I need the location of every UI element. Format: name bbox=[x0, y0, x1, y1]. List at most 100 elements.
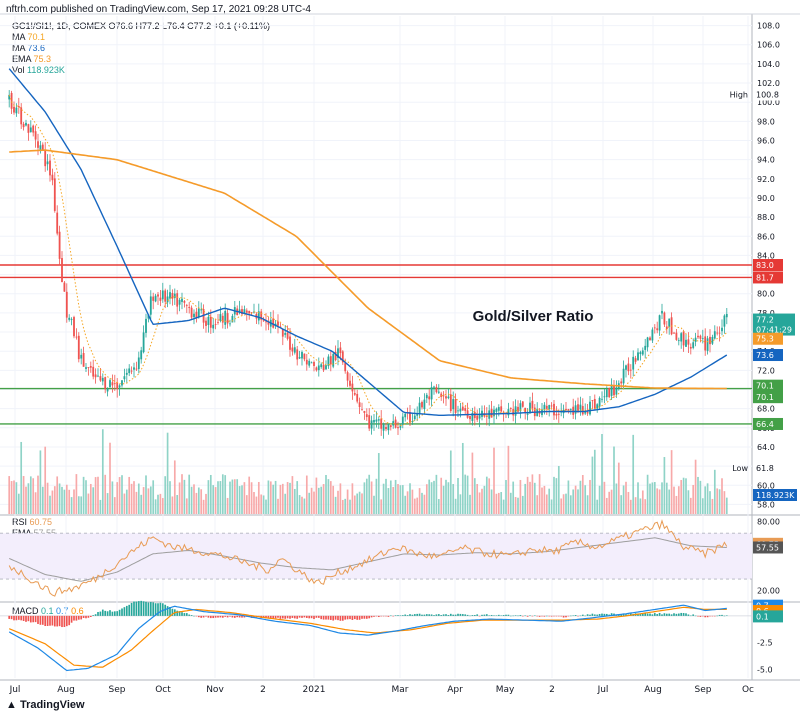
candle-body bbox=[286, 332, 289, 339]
macd-hist-bar bbox=[562, 615, 565, 618]
macd-hist-bar bbox=[653, 613, 656, 616]
candle-body bbox=[212, 324, 215, 329]
macd-hist-bar bbox=[665, 613, 668, 616]
volume-bar bbox=[173, 460, 176, 514]
macd-hist-bar bbox=[413, 614, 416, 616]
macd-hist-bar bbox=[709, 615, 711, 617]
volume-bar bbox=[363, 482, 366, 514]
macd-hist-bar bbox=[171, 608, 174, 616]
candle-body bbox=[557, 413, 560, 415]
macd-hist-bar bbox=[509, 615, 512, 617]
volume-bar bbox=[279, 484, 282, 514]
volume-bar bbox=[502, 499, 505, 514]
macd-hist-bar bbox=[32, 615, 35, 623]
macd-hist-bar bbox=[99, 611, 102, 616]
candle-body bbox=[641, 350, 644, 355]
candle-body bbox=[152, 296, 155, 301]
volume-bar bbox=[116, 482, 119, 514]
volume-bar bbox=[185, 498, 188, 514]
macd-tick-label: -5.0 bbox=[757, 665, 773, 674]
volume-bar bbox=[440, 477, 443, 514]
macd-hist-bar bbox=[334, 615, 337, 620]
macd-hist-bar bbox=[409, 614, 411, 616]
macd-hist-bar bbox=[713, 615, 716, 617]
candle-body bbox=[685, 339, 687, 347]
volume-bar bbox=[435, 474, 438, 514]
macd-hist-bar bbox=[394, 615, 397, 616]
candle-body bbox=[94, 374, 97, 378]
macd-hist-bar bbox=[341, 615, 344, 621]
candle-body bbox=[75, 336, 78, 338]
volume-bar bbox=[142, 487, 145, 514]
tag-support-1-bg bbox=[753, 379, 783, 392]
candle-body bbox=[586, 411, 589, 414]
volume-bar bbox=[171, 496, 174, 514]
volume-bar bbox=[351, 483, 354, 514]
macd-hist-bar bbox=[113, 611, 116, 616]
macd-hist-bar bbox=[85, 615, 87, 619]
volume-bar bbox=[217, 481, 219, 514]
candle-body bbox=[344, 363, 347, 372]
macd-hist-bar bbox=[687, 614, 690, 616]
macd-hist-bar bbox=[692, 614, 695, 616]
macd-hist-bar bbox=[164, 604, 167, 616]
candle-body bbox=[449, 394, 452, 411]
candle-body bbox=[53, 178, 56, 211]
candle-body bbox=[65, 291, 68, 318]
macd-hist-bar bbox=[663, 613, 666, 616]
candle-body bbox=[157, 294, 159, 297]
volume-bar bbox=[423, 494, 426, 514]
volume-bar bbox=[613, 446, 615, 514]
candle-body bbox=[567, 409, 570, 411]
volume-bar bbox=[106, 493, 109, 514]
macd-hist-bar bbox=[646, 613, 649, 616]
candle-body bbox=[41, 144, 44, 150]
macd-hist-bar bbox=[13, 615, 15, 621]
macd-hist-bar bbox=[368, 615, 371, 619]
y-tick-label: 72.0 bbox=[757, 366, 775, 375]
macd-hist-bar bbox=[548, 615, 551, 617]
candle-body bbox=[197, 308, 200, 318]
macd-hist-bar bbox=[577, 615, 579, 617]
legend-ma-fast-value: 70.1 bbox=[27, 32, 46, 42]
candle-body bbox=[85, 367, 87, 369]
candle-body bbox=[380, 418, 383, 429]
macd-hist-bar bbox=[61, 615, 63, 628]
macd-hist-bar bbox=[253, 615, 255, 618]
legend-ema-value: 75.3 bbox=[33, 54, 52, 64]
macd-tick-label: -2.5 bbox=[757, 639, 773, 648]
legend-rsi-ema-label: EMA bbox=[12, 528, 32, 538]
candle-body bbox=[507, 409, 510, 416]
candle-body bbox=[531, 400, 534, 409]
macd-hist-bar bbox=[718, 614, 721, 616]
volume-bar bbox=[680, 479, 683, 514]
macd-hist-bar bbox=[22, 615, 25, 621]
macd-hist-bar bbox=[29, 615, 32, 623]
macd-hist-bar bbox=[387, 615, 390, 617]
macd-hist-bar bbox=[49, 615, 51, 626]
candle-body bbox=[229, 323, 231, 325]
candle-body bbox=[111, 382, 114, 386]
volume-bar bbox=[430, 482, 433, 514]
volume-bar bbox=[493, 447, 495, 514]
macd-hist-bar bbox=[178, 611, 181, 616]
candle-body bbox=[692, 342, 695, 348]
macd-hist-bar bbox=[711, 615, 714, 617]
macd-hist-bar bbox=[466, 614, 469, 616]
candle-body bbox=[231, 315, 234, 323]
volume-bar bbox=[195, 492, 198, 514]
macd-hist-bar bbox=[529, 615, 531, 616]
candle-body bbox=[190, 307, 193, 318]
macd-hist-bar bbox=[92, 615, 95, 616]
tag-ma-fast-bg bbox=[753, 391, 783, 404]
volume-bar bbox=[380, 499, 383, 514]
macd-hist-bar bbox=[375, 615, 378, 617]
macd-hist-bar bbox=[473, 614, 476, 616]
y-tick-label: 64.0 bbox=[757, 443, 775, 452]
macd-hist-bar bbox=[284, 615, 287, 619]
volume-bar bbox=[464, 474, 467, 514]
candle-body bbox=[423, 399, 426, 410]
volume-bar bbox=[653, 482, 656, 514]
macd-hist-bar bbox=[493, 615, 495, 616]
